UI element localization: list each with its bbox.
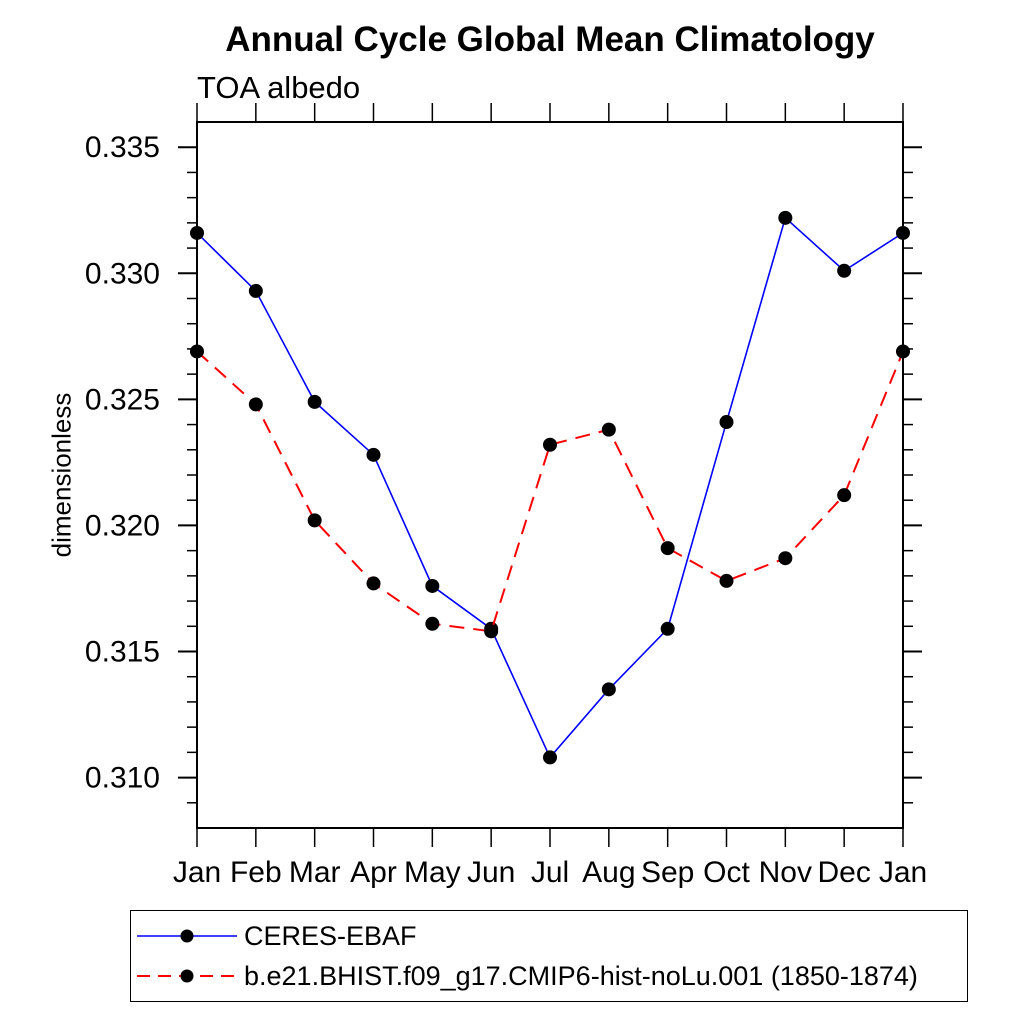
data-point <box>719 415 734 430</box>
y-axis-major-ticks <box>178 146 922 779</box>
y-tick-label: 0.320 <box>85 509 160 542</box>
y-tick-label: 0.310 <box>85 762 160 795</box>
series-model <box>190 344 910 639</box>
legend-label: CERES-EBAF <box>244 920 417 951</box>
x-tick-label: Nov <box>759 856 812 889</box>
x-tick-label: Dec <box>817 856 870 889</box>
y-tick-label: 0.325 <box>85 383 160 416</box>
data-point <box>543 750 557 765</box>
x-tick-label: May <box>404 856 461 889</box>
data-point <box>837 488 852 503</box>
x-tick-label: Aug <box>582 856 635 889</box>
y-tick-label: 0.330 <box>85 257 160 290</box>
legend-line-sample-icon <box>137 969 237 983</box>
series-line <box>196 350 904 633</box>
data-point <box>307 513 322 528</box>
data-point <box>601 422 616 437</box>
y-axis-minor-ticks <box>187 171 913 804</box>
data-point <box>660 621 675 636</box>
x-tick-label: Jul <box>531 856 569 889</box>
data-point <box>248 283 263 298</box>
data-point <box>425 616 440 631</box>
data-point <box>307 394 322 409</box>
y-axis-tick-labels: 0.310 0.315 0.320 0.325 0.330 0.335 <box>85 131 160 794</box>
x-axis-ticks <box>196 103 904 847</box>
y-axis-label: dimensionless <box>46 392 77 558</box>
x-tick-label: Jan <box>173 856 221 889</box>
data-point <box>248 397 263 412</box>
x-tick-label: Feb <box>230 856 282 889</box>
data-point <box>660 541 675 556</box>
data-point <box>837 263 852 278</box>
data-point <box>543 437 557 452</box>
legend-sample-marker <box>180 969 194 983</box>
data-point <box>425 578 440 593</box>
chart-title: Annual Cycle Global Mean Climatology <box>225 20 875 59</box>
legend-box: CERES-EBAF b.e21.BHIST.f09_g17.CMIP6-his… <box>130 910 968 1002</box>
legend-sample-marker <box>180 929 194 943</box>
chart-subtitle: TOA albedo <box>197 70 361 105</box>
x-axis-tick-labels: Jan Feb Mar Apr May Jun Jul Aug Sep Oct Nov Dec Jan <box>173 856 927 889</box>
legend-label: b.e21.BHIST.f09_g17.CMIP6-hist-noLu.001 … <box>244 960 918 991</box>
data-point <box>778 551 793 566</box>
x-tick-label: Jun <box>467 856 515 889</box>
data-point <box>601 682 616 697</box>
data-point <box>366 447 381 462</box>
x-tick-label: Apr <box>350 856 397 889</box>
data-point <box>896 344 910 359</box>
series-line <box>196 216 904 759</box>
data-point <box>896 225 910 240</box>
data-point <box>484 624 499 639</box>
x-tick-label: Sep <box>641 856 694 889</box>
x-tick-label: Mar <box>289 856 341 889</box>
legend-entry: CERES-EBAF <box>135 916 967 956</box>
data-point <box>719 573 734 588</box>
x-tick-label: Jan <box>879 856 927 889</box>
legend-line-sample-icon <box>137 929 237 943</box>
legend-entry: b.e21.BHIST.f09_g17.CMIP6-hist-noLu.001 … <box>135 956 967 996</box>
data-point <box>778 210 793 225</box>
data-point <box>190 225 204 240</box>
y-tick-label: 0.335 <box>85 131 160 164</box>
data-point <box>366 576 381 591</box>
y-tick-label: 0.315 <box>85 636 160 669</box>
data-point <box>190 344 204 359</box>
x-tick-label: Oct <box>703 856 750 889</box>
